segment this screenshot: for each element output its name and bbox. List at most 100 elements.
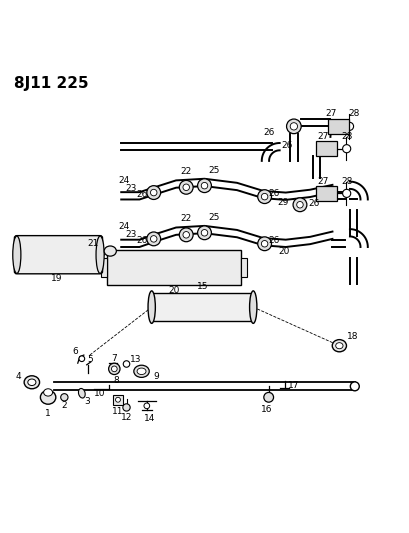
Text: 23: 23 (126, 230, 137, 239)
Ellipse shape (179, 180, 193, 194)
Circle shape (346, 122, 354, 131)
Text: 5: 5 (87, 354, 93, 364)
Text: 19: 19 (51, 274, 63, 283)
Text: 8: 8 (113, 376, 119, 385)
Text: 28: 28 (348, 109, 360, 118)
Text: 26: 26 (269, 189, 280, 198)
Circle shape (123, 404, 130, 411)
Text: 12: 12 (121, 413, 132, 422)
Ellipse shape (44, 389, 53, 396)
Bar (113, 395, 123, 405)
Text: 8J11 225: 8J11 225 (13, 76, 88, 91)
Text: 15: 15 (197, 282, 208, 292)
Circle shape (123, 361, 130, 367)
Bar (316, 141, 337, 156)
Text: 13: 13 (130, 356, 141, 365)
Text: 22: 22 (181, 166, 192, 175)
Ellipse shape (13, 236, 21, 273)
Circle shape (264, 392, 274, 402)
Circle shape (115, 397, 120, 402)
Text: 3: 3 (84, 397, 90, 406)
Text: 25: 25 (209, 213, 220, 222)
Text: 14: 14 (144, 414, 156, 423)
Text: 26: 26 (137, 190, 148, 199)
Text: 20: 20 (169, 286, 180, 295)
Ellipse shape (332, 340, 346, 352)
Text: 29: 29 (277, 198, 289, 207)
Text: 26: 26 (281, 141, 292, 150)
Text: 24: 24 (119, 222, 130, 231)
Ellipse shape (258, 237, 272, 251)
Text: 2: 2 (61, 401, 67, 410)
Ellipse shape (183, 184, 189, 190)
Ellipse shape (201, 230, 208, 236)
Ellipse shape (137, 368, 146, 375)
Ellipse shape (351, 382, 359, 391)
Text: 28: 28 (341, 177, 353, 185)
Text: 27: 27 (326, 109, 337, 118)
Text: 26: 26 (308, 199, 320, 208)
Text: 26: 26 (269, 236, 280, 245)
Text: 23: 23 (126, 184, 137, 193)
Ellipse shape (258, 190, 272, 204)
Text: 24: 24 (119, 176, 130, 185)
Text: 11: 11 (112, 407, 124, 416)
Ellipse shape (201, 182, 208, 189)
Text: 16: 16 (261, 405, 272, 414)
Text: 26: 26 (137, 236, 148, 245)
Text: 26: 26 (264, 128, 275, 137)
Text: 7: 7 (111, 354, 117, 363)
Bar (316, 186, 337, 201)
Ellipse shape (290, 123, 297, 130)
Ellipse shape (261, 193, 268, 200)
Ellipse shape (261, 240, 268, 247)
Ellipse shape (96, 236, 104, 273)
Ellipse shape (287, 119, 301, 134)
Circle shape (144, 403, 150, 409)
Text: 27: 27 (318, 177, 329, 185)
Ellipse shape (24, 376, 40, 389)
Text: 25: 25 (209, 166, 220, 175)
Text: 4: 4 (16, 372, 22, 381)
Bar (152, 293, 253, 321)
Text: 17: 17 (288, 381, 299, 390)
Ellipse shape (112, 366, 117, 372)
Ellipse shape (336, 343, 343, 349)
Text: 21: 21 (88, 239, 99, 248)
Ellipse shape (198, 226, 211, 240)
Ellipse shape (293, 198, 307, 212)
Ellipse shape (104, 246, 116, 256)
Text: 9: 9 (153, 372, 159, 381)
Ellipse shape (28, 379, 36, 385)
Text: 10: 10 (94, 389, 106, 398)
Ellipse shape (198, 179, 211, 192)
Bar (107, 251, 241, 285)
Ellipse shape (109, 363, 120, 375)
Ellipse shape (179, 228, 193, 242)
Text: 18: 18 (346, 332, 358, 341)
Text: 27: 27 (318, 132, 329, 141)
Ellipse shape (151, 189, 157, 196)
Ellipse shape (79, 389, 85, 398)
Text: 1: 1 (45, 409, 51, 418)
Ellipse shape (183, 231, 189, 238)
Text: 20: 20 (278, 247, 290, 256)
Ellipse shape (134, 365, 149, 377)
Ellipse shape (151, 236, 157, 242)
Text: 6: 6 (73, 348, 79, 356)
Circle shape (343, 144, 351, 153)
Circle shape (343, 189, 351, 197)
Text: 22: 22 (181, 214, 192, 223)
Text: 28: 28 (341, 132, 353, 141)
Circle shape (61, 394, 68, 401)
Ellipse shape (297, 201, 303, 208)
Ellipse shape (148, 291, 155, 324)
Ellipse shape (249, 291, 257, 324)
Ellipse shape (147, 185, 161, 199)
Ellipse shape (40, 390, 56, 404)
Bar (101, 259, 107, 277)
Bar (328, 119, 349, 134)
Ellipse shape (147, 232, 161, 246)
FancyBboxPatch shape (14, 236, 103, 274)
Circle shape (79, 356, 85, 361)
